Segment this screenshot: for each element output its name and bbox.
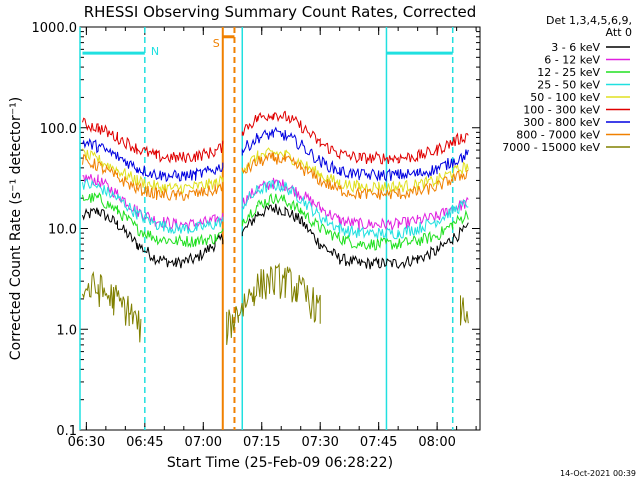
series-line-6	[82, 110, 469, 165]
series-line-2	[82, 174, 469, 231]
x-axis-label: Start Time (25-Feb-09 06:28:22)	[167, 455, 393, 471]
series-line-4	[82, 178, 469, 240]
x-tick-label: 07:00	[185, 435, 222, 450]
x-tick-label: 06:45	[126, 435, 163, 450]
legend-label: 7000 - 15000 keV	[502, 141, 600, 154]
series-line-7	[82, 126, 469, 183]
legend-label: 12 - 25 keV	[537, 66, 600, 79]
x-tick-label: 07:30	[301, 435, 338, 450]
series-line-3	[82, 192, 469, 251]
series-line-8	[82, 152, 469, 201]
legend-label: 25 - 50 keV	[537, 79, 600, 92]
y-tick-label: 100.0	[40, 122, 77, 137]
x-tick-label: 07:45	[360, 435, 397, 450]
y-tick-label: 10.0	[48, 223, 77, 238]
legend-header-line: Att 0	[606, 26, 632, 39]
legend-label: 800 - 7000 keV	[516, 129, 600, 142]
series-line-1	[82, 203, 469, 270]
generated-timestamp: 14-Oct-2021 00:39	[560, 469, 636, 478]
x-tick-label: 07:15	[243, 435, 280, 450]
series-line-9	[82, 262, 469, 345]
legend-label: 50 - 100 keV	[530, 91, 600, 104]
chart-title: RHESSI Observing Summary Count Rates, Co…	[84, 3, 477, 21]
annotation-s: S	[213, 37, 220, 50]
x-tick-label: 08:00	[418, 435, 455, 450]
y-axis-label: Corrected Count Rate (s⁻¹ detector⁻¹)	[8, 97, 24, 360]
y-tick-label: 1.0	[56, 323, 77, 338]
x-tick-label: 06:30	[68, 435, 105, 450]
legend-label: 6 - 12 keV	[544, 54, 600, 67]
y-tick-label: 1000.0	[32, 21, 78, 36]
annotation-n: N	[151, 45, 159, 58]
y-tick-label: 0.1	[56, 424, 77, 439]
legend-header-line: Det 1,3,4,5,6,9,	[546, 14, 632, 27]
legend-label: 300 - 800 keV	[523, 116, 600, 129]
legend-label: 100 - 300 keV	[523, 104, 600, 117]
legend-label: 3 - 6 keV	[551, 41, 600, 54]
plot-frame	[79, 26, 481, 431]
